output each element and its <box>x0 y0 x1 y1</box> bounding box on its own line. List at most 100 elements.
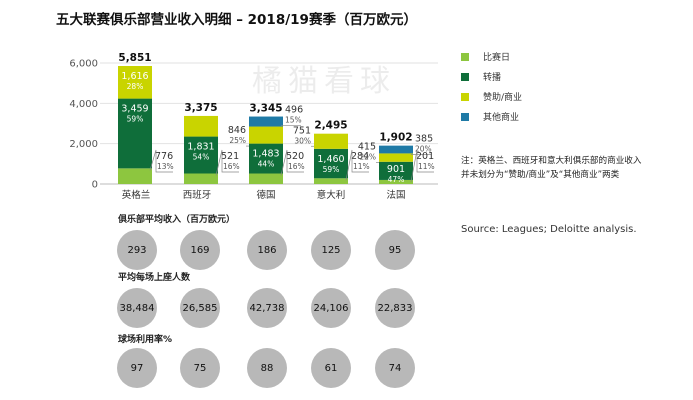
legend-label-other: 其他商业 <box>483 113 520 123</box>
bar-value-label: 1,831 <box>187 142 214 153</box>
bar-pct-label: 59% <box>127 115 144 124</box>
stat-circle: 42,738 <box>247 288 287 328</box>
stat-circle: 97 <box>117 348 157 388</box>
bar-value-label: 415 <box>358 142 376 153</box>
bar-pct-label: 30% <box>294 136 311 145</box>
chart-title: 五大联赛俱乐部营业收入明细 – 2018/19赛季（百万欧元） <box>56 12 417 28</box>
bar-value-label: 3,459 <box>121 104 148 115</box>
bar-broadcast <box>184 136 218 174</box>
legend-swatch-other <box>461 112 469 121</box>
bar-sponsorship <box>184 115 218 137</box>
stat-circle: 186 <box>247 230 287 270</box>
bar-value-label: 521 <box>221 151 239 162</box>
bar-matchday <box>314 178 348 184</box>
bar-sponsorship <box>379 153 413 162</box>
stat-circle: 22,833 <box>375 288 415 328</box>
bar-matchday <box>184 173 218 184</box>
bar-broadcast <box>249 143 283 174</box>
bar-total-label: 1,902 <box>379 132 412 144</box>
bar-value-label: 751 <box>293 125 311 136</box>
section-label-avg-revenue: 俱乐部平均收入（百万欧元） <box>118 215 236 225</box>
legend-item-sponsorship: 赞助/商业 <box>461 90 522 103</box>
stat-circle: 95 <box>375 230 415 270</box>
y-tick-label: 2,000 <box>69 139 98 150</box>
bar-sponsorship <box>249 126 283 144</box>
y-tick-label: 0 <box>92 180 98 191</box>
x-category-label: 德国 <box>256 189 275 201</box>
x-category-label: 西班牙 <box>183 189 212 201</box>
bar-pct-label: 47% <box>388 175 405 184</box>
stat-circle: 125 <box>311 230 351 270</box>
legend-item-matchday: 比赛日 <box>461 50 510 63</box>
bar-total-label: 5,851 <box>118 52 151 64</box>
bar-pct-label: 25% <box>229 136 246 145</box>
bar-pct-label: 15% <box>285 116 302 125</box>
stat-circle: 38,484 <box>117 288 157 328</box>
bar-pct-label: 11% <box>418 162 435 171</box>
bar-matchday <box>379 179 413 184</box>
bar-matchday <box>249 173 283 184</box>
bar-broadcast <box>379 161 413 180</box>
legend-swatch-matchday <box>461 52 469 61</box>
section-label-avg-attendance: 平均每场上座人数 <box>118 273 191 283</box>
bar-pct-label: 44% <box>258 160 275 169</box>
bar-leader-line <box>410 149 434 183</box>
stat-circle: 74 <box>375 348 415 388</box>
watermark: 橘猫看球 <box>252 64 396 99</box>
bar-value-label: 1,460 <box>317 154 344 165</box>
bar-broadcast <box>314 148 348 179</box>
y-tick-label: 4,000 <box>69 99 98 110</box>
bar-leader-line <box>149 149 173 173</box>
legend-swatch-broadcast <box>461 72 469 81</box>
bar-leader-line <box>215 149 239 176</box>
stat-circle: 169 <box>180 230 220 270</box>
bar-pct-label: 16% <box>288 162 305 171</box>
source-note: Source: Leagues; Deloitte analysis. <box>461 224 637 235</box>
stat-circle: 88 <box>247 348 287 388</box>
bar-value-label: 201 <box>416 151 434 162</box>
legend-item-other: 其他商业 <box>461 110 519 123</box>
stat-circle: 293 <box>117 230 157 270</box>
legend-swatch-sponsorship <box>461 92 469 101</box>
bar-matchday <box>118 168 152 184</box>
bar-pct-label: 22% <box>359 153 376 162</box>
legend-label-sponsorship: 赞助/商业 <box>483 93 523 103</box>
x-category-label: 意大利 <box>317 189 346 201</box>
bar-pct-label: 20% <box>415 145 432 154</box>
bar-value-label: 846 <box>228 125 246 136</box>
bar-pct-label: 59% <box>323 165 340 174</box>
bar-leader-line <box>345 149 369 181</box>
bar-pct-label: 11% <box>353 162 370 171</box>
y-tick-label: 6,000 <box>69 59 98 70</box>
bar-value-label: 1,616 <box>121 71 148 82</box>
stat-circle: 61 <box>311 348 351 388</box>
bar-value-label: 496 <box>285 105 303 116</box>
stat-circle: 24,106 <box>311 288 351 328</box>
legend-label-broadcast: 转播 <box>483 73 502 83</box>
bar-value-label: 520 <box>286 151 304 162</box>
bar-value-label: 776 <box>155 151 173 162</box>
bar-leader-line <box>280 149 304 176</box>
x-category-label: 法国 <box>386 189 405 201</box>
bar-total-label: 3,345 <box>249 103 282 115</box>
bar-value-label: 284 <box>351 151 369 162</box>
bar-pct-label: 28% <box>127 82 144 91</box>
bar-pct-label: 16% <box>223 162 240 171</box>
bar-sponsorship <box>314 133 348 149</box>
bar-broadcast <box>118 98 152 169</box>
bar-other <box>379 145 413 154</box>
bar-total-label: 3,375 <box>184 102 217 114</box>
footnote: 注：英格兰、西班牙和意大利俱乐部的商业收入并未划分为“赞助/商业”及“其他商业”… <box>461 156 642 180</box>
bar-pct-label: 13% <box>157 162 174 171</box>
bar-sponsorship <box>118 66 152 99</box>
stat-circle: 75 <box>180 348 220 388</box>
bar-value-label: 1,483 <box>252 149 279 160</box>
bar-value-label: 385 <box>415 134 433 145</box>
bar-pct-label: 54% <box>193 153 210 162</box>
legend-item-broadcast: 转播 <box>461 70 501 83</box>
stat-circle: 26,585 <box>180 288 220 328</box>
bar-total-label: 2,495 <box>314 120 347 132</box>
bar-value-label: 901 <box>387 164 405 175</box>
bar-other <box>249 116 283 127</box>
